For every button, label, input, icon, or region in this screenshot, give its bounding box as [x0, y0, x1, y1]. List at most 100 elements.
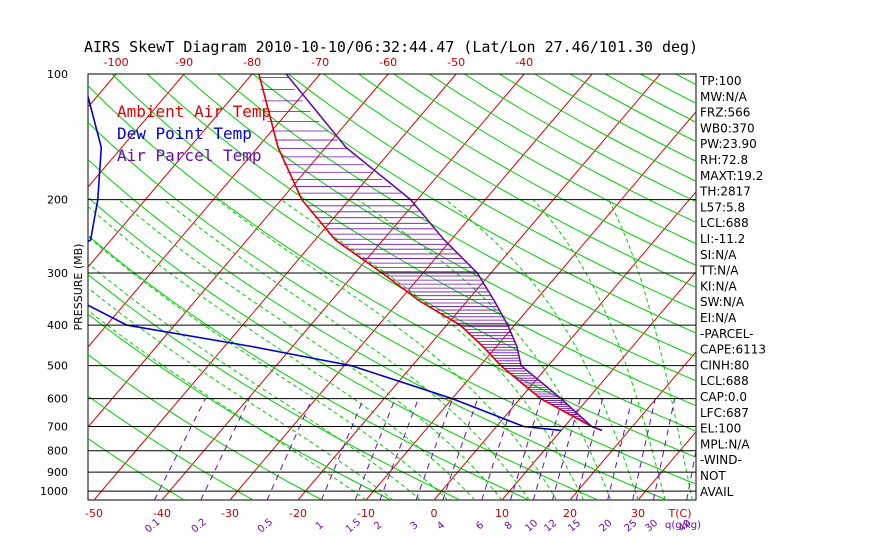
bottom-temp-tick-label: -50: [85, 507, 103, 520]
moist-adiabat-line: [280, 199, 585, 500]
mixing-ratio-tick-label: 3: [409, 520, 421, 533]
cape-hatching: [259, 77, 591, 427]
bottom-temp-tick-label: -20: [289, 507, 307, 520]
legend-air-parcel-temp: Air Parcel Temp: [117, 146, 262, 165]
moist-adiabat-line: [88, 235, 448, 500]
isotherm-line: [93, 74, 457, 500]
mixing-ratio-line: [607, 398, 633, 500]
top-temp-tick-label: -40: [515, 56, 533, 69]
isotherm-line: [88, 74, 389, 428]
isotherm-line: [161, 74, 525, 500]
dry-adiabat-line: [217, 74, 696, 358]
index-item: AVAIL: [700, 485, 734, 499]
index-item: EL:100: [700, 422, 741, 436]
mixing-ratio-tick-label: 15: [566, 518, 583, 535]
bottom-temp-tick-label: -30: [221, 507, 239, 520]
isotherm-line: [774, 74, 870, 500]
mixing-ratio-tick-label: 25: [623, 518, 640, 535]
isotherm-line: [229, 74, 593, 500]
top-axis: -100 -90 -80 -70 -60 -50 -40: [104, 56, 533, 69]
isotherm-line: [297, 74, 661, 500]
pressure-tick-label: 600: [47, 393, 68, 406]
mixing-ratio-tick-label: 0.2: [190, 517, 209, 536]
moist-adiabat-line: [357, 199, 612, 500]
index-item: L57:5.8: [700, 200, 745, 214]
moist-adiabat-line: [532, 199, 666, 500]
top-temp-tick-label: -80: [243, 56, 261, 69]
index-item: TH:2817: [699, 185, 751, 199]
isotherm-line: [842, 74, 870, 500]
legend-dew-point-temp: Dew Point Temp: [117, 124, 252, 143]
dry-adiabat-line: [781, 74, 870, 500]
index-item: FRZ:566: [700, 106, 750, 120]
bottom-axis: -50 -40 -30 -20 -10 0 10 20 30 T(C): [85, 507, 691, 520]
dry-adiabat-line: [287, 74, 696, 311]
profile-series: [88, 74, 603, 432]
dry-adiabat-line: [499, 74, 696, 182]
index-item: WB0:370: [700, 121, 755, 135]
moist-adiabat-line: [88, 287, 394, 500]
top-temp-tick-label: -90: [175, 56, 193, 69]
dry-adiabat-line: [88, 395, 254, 500]
bottom-temp-tick-label: 0: [431, 507, 438, 520]
dry-adiabat-line: [88, 437, 185, 500]
pressure-tick-label: 300: [47, 267, 68, 280]
dry-adiabat-line: [817, 74, 870, 500]
moist-adiabat-line: [445, 199, 639, 500]
dry-adiabat-line: [146, 74, 696, 407]
series-ambient-air-temp-line: [258, 74, 603, 432]
bottom-temp-tick-label: 20: [563, 507, 577, 520]
index-item: LFC:687: [700, 406, 749, 420]
legend-ambient-air-temp: Ambient Air Temp: [117, 102, 271, 121]
isotherm-line: [88, 74, 253, 268]
mixing-ratio-tick-label: 20: [598, 518, 615, 535]
index-item: MPL:N/A: [700, 437, 750, 451]
dry-adiabat-line: [358, 74, 696, 266]
mixing-ratio-line: [442, 398, 479, 500]
index-item: TT:N/A: [699, 264, 739, 278]
pressure-tick-label: 700: [47, 421, 68, 434]
bottom-temp-tick-label: 30: [631, 507, 645, 520]
index-item: TP:100: [699, 74, 742, 88]
pressure-tick-label: 1000: [40, 485, 68, 498]
top-temp-tick-label: -100: [104, 56, 129, 69]
mixing-ratio-line: [321, 398, 364, 500]
mixing-ratio-tick-label: 0.5: [256, 517, 275, 536]
dry-adiabat-line: [88, 84, 696, 458]
mixing-ratio-line: [200, 398, 250, 500]
mixing-ratio-tick-label: 4: [435, 520, 447, 533]
mixing-ratio-line: [153, 398, 206, 500]
index-item: LCL:688: [700, 374, 749, 388]
mixing-ratio-line: [354, 398, 396, 500]
dry-adiabat-line: [111, 74, 696, 432]
pressure-tick-label: 800: [47, 445, 68, 458]
mixing-ratio-line: [379, 398, 419, 500]
moist-adiabat-line: [88, 262, 421, 500]
index-item: LI:-11.2: [700, 232, 745, 246]
series-dew-point-temp-line: [88, 93, 562, 432]
index-item: CAPE:6113: [700, 343, 766, 357]
mixing-ratio-line: [532, 398, 563, 500]
series-air-parcel-temp-line: [285, 74, 603, 432]
top-temp-tick-label: -60: [379, 56, 397, 69]
bottom-temp-tick-label: -10: [357, 507, 375, 520]
moist-adiabat-line: [216, 199, 557, 500]
index-item: -WIND-: [700, 453, 742, 467]
index-item: PW:23.90: [700, 137, 757, 151]
dry-adiabat-line: [393, 74, 696, 245]
pressure-tick-label: 100: [47, 68, 68, 81]
isotherm-line: [0, 74, 48, 500]
dry-adiabat-line: [88, 313, 392, 500]
dry-adiabat-line: [746, 74, 870, 500]
index-item: EI:N/A: [700, 311, 737, 325]
mixing-ratio-tick-label: 6: [474, 520, 486, 533]
pressure-tick-label: 500: [47, 360, 68, 373]
index-item: SW:N/A: [700, 295, 745, 309]
index-item: CAP:0.0: [700, 390, 747, 404]
index-item: MW:N/A: [700, 90, 748, 104]
mixing-ratio-line: [266, 398, 313, 500]
index-item: RH:72.8: [700, 153, 748, 167]
index-item: -PARCEL-: [700, 327, 754, 341]
index-item: KI:N/A: [700, 279, 737, 293]
